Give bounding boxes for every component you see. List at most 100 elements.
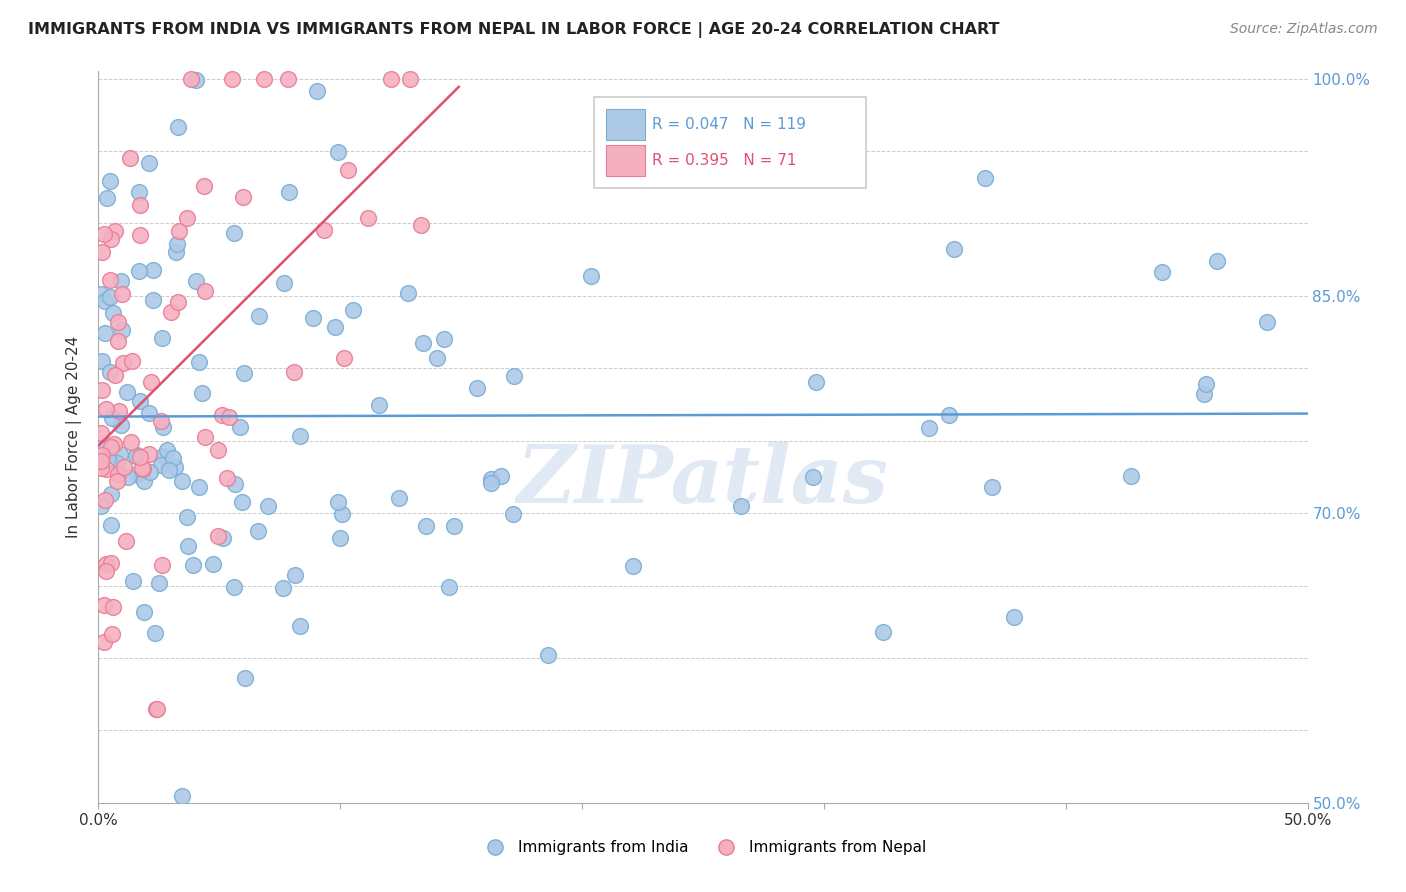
Point — [215, 471, 238, 485]
Point — [141, 375, 163, 389]
Point — [122, 574, 145, 588]
Point — [90, 499, 112, 513]
Point — [187, 479, 209, 493]
Point — [257, 499, 280, 513]
Point — [190, 386, 212, 401]
Point — [290, 428, 312, 442]
Point — [90, 353, 112, 368]
FancyBboxPatch shape — [606, 110, 645, 140]
Point — [336, 162, 359, 177]
Point — [333, 351, 356, 366]
Point — [138, 156, 160, 170]
Point — [107, 315, 129, 329]
Point — [284, 568, 307, 582]
Point — [125, 467, 148, 482]
Point — [93, 227, 115, 241]
Point — [97, 451, 120, 466]
FancyBboxPatch shape — [595, 97, 866, 188]
Point — [125, 448, 148, 462]
Point — [211, 531, 233, 545]
Point — [145, 701, 167, 715]
Point — [96, 191, 118, 205]
Point — [1121, 469, 1143, 483]
Point — [93, 326, 115, 340]
Point — [232, 190, 254, 204]
Point — [94, 294, 117, 309]
Point — [804, 375, 827, 389]
Point — [157, 463, 180, 477]
Point — [938, 408, 960, 422]
FancyBboxPatch shape — [606, 145, 645, 176]
Point — [974, 170, 997, 185]
Point — [489, 469, 512, 483]
Point — [176, 509, 198, 524]
Point — [170, 789, 193, 803]
Point — [138, 447, 160, 461]
Point — [177, 539, 200, 553]
Point — [1192, 386, 1215, 401]
Point — [396, 286, 419, 301]
Point — [443, 519, 465, 533]
Point — [872, 624, 894, 639]
Point — [131, 462, 153, 476]
Point — [479, 476, 502, 491]
Point — [98, 365, 121, 379]
Point — [943, 242, 966, 256]
Point — [398, 71, 420, 86]
Point — [152, 331, 174, 345]
Point — [167, 294, 190, 309]
Point — [207, 442, 229, 457]
Point — [100, 517, 122, 532]
Point — [103, 368, 125, 382]
Point — [307, 84, 329, 98]
Point — [143, 626, 166, 640]
Point — [380, 71, 402, 86]
Point — [100, 440, 122, 454]
Point — [426, 351, 449, 365]
Point — [163, 460, 186, 475]
Point — [479, 472, 502, 486]
Point — [107, 467, 129, 481]
Point — [328, 145, 350, 160]
Point — [100, 556, 122, 570]
Point — [108, 404, 131, 418]
Point — [112, 356, 135, 370]
Point — [169, 223, 191, 237]
Point — [283, 365, 305, 379]
Point — [101, 599, 124, 614]
Point — [233, 671, 256, 685]
Point — [439, 580, 461, 594]
Point — [323, 319, 346, 334]
Point — [162, 450, 184, 465]
Point — [150, 558, 173, 573]
Point — [388, 491, 411, 506]
Text: IMMIGRANTS FROM INDIA VS IMMIGRANTS FROM NEPAL IN LABOR FORCE | AGE 20-24 CORREL: IMMIGRANTS FROM INDIA VS IMMIGRANTS FROM… — [28, 22, 1000, 38]
Point — [730, 499, 752, 513]
Point — [277, 71, 299, 86]
Y-axis label: In Labor Force | Age 20-24: In Labor Force | Age 20-24 — [66, 336, 83, 538]
Point — [128, 264, 150, 278]
Point — [412, 336, 434, 351]
Point — [91, 383, 114, 397]
Point — [981, 480, 1004, 494]
Point — [98, 273, 121, 287]
Point — [101, 626, 124, 640]
Point — [98, 174, 121, 188]
Point — [148, 575, 170, 590]
Point — [1002, 610, 1025, 624]
Point — [207, 529, 229, 543]
Text: R = 0.395   N = 71: R = 0.395 N = 71 — [652, 153, 797, 168]
Point — [166, 236, 188, 251]
Point — [194, 285, 217, 299]
Legend: Immigrants from India, Immigrants from Nepal: Immigrants from India, Immigrants from N… — [474, 834, 932, 861]
Point — [120, 435, 142, 450]
Point — [105, 474, 128, 488]
Point — [165, 245, 187, 260]
Point — [138, 406, 160, 420]
Point — [100, 487, 122, 501]
Point — [145, 701, 167, 715]
Point — [124, 450, 146, 464]
Point — [129, 198, 152, 212]
Point — [132, 605, 155, 619]
Point — [221, 71, 243, 86]
